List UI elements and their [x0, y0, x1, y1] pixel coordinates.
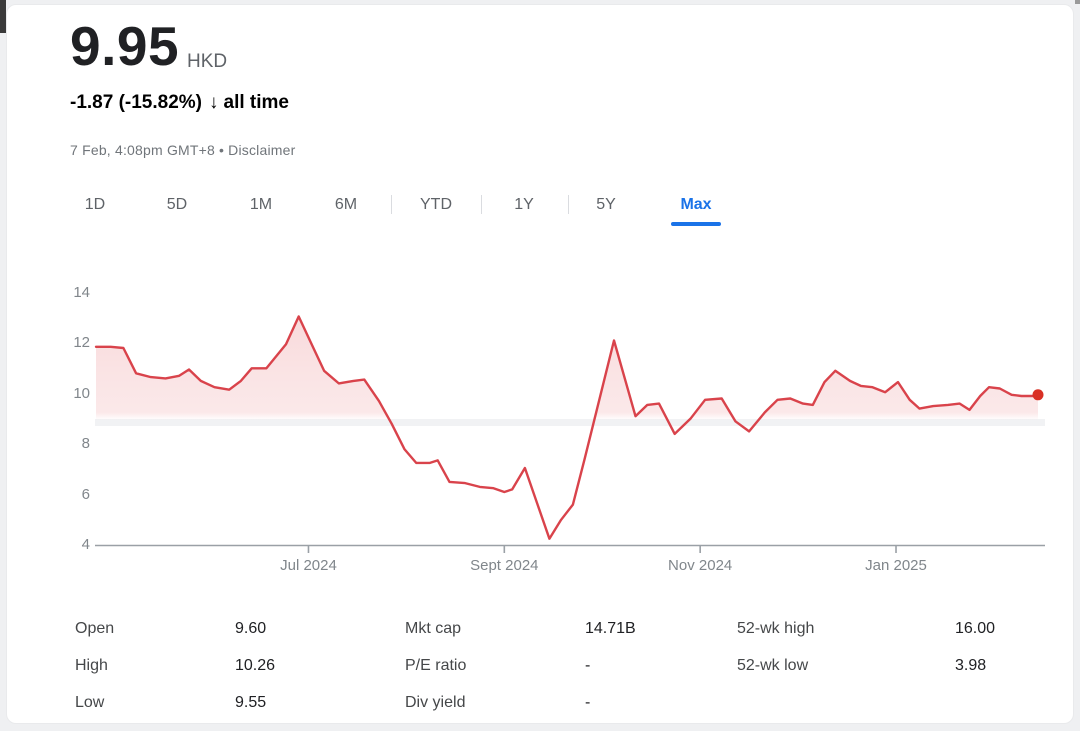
stat-value: 9.55	[235, 694, 267, 711]
finance-widget-card	[6, 4, 1074, 724]
stat-label: High	[75, 657, 108, 674]
tab-5d[interactable]: 5D	[166, 196, 188, 213]
arrow-down-icon: ↓	[209, 92, 219, 113]
stats-column-middle: Mkt cap 14.71B P/E ratio - Div yield -	[405, 610, 725, 721]
stat-value: -	[585, 694, 591, 711]
stat-label: 52-wk high	[737, 620, 815, 637]
screen-edge-artifact	[0, 0, 6, 33]
stat-label: 52-wk low	[737, 657, 809, 674]
stat-value: 14.71B	[585, 620, 636, 637]
quote-timestamp: 7 Feb, 4:08pm GMT+8	[70, 142, 216, 158]
stat-open: Open 9.60	[75, 610, 385, 647]
chart-endpoint-dot	[1032, 389, 1044, 401]
screen-edge-artifact	[1075, 0, 1080, 4]
stat-low: Low 9.55	[75, 684, 385, 721]
y-axis-label: 4	[81, 536, 90, 553]
stat-div-yield: Div yield -	[405, 684, 725, 721]
tab-1m[interactable]: 1M	[249, 196, 273, 213]
stat-label: P/E ratio	[405, 657, 467, 674]
current-price: 9.95	[70, 15, 180, 77]
chart-line	[94, 315, 1040, 540]
tab-separator	[391, 195, 392, 214]
tab-separator	[568, 195, 569, 214]
tab-1y[interactable]: 1Y	[514, 196, 534, 213]
tab-separator	[481, 195, 482, 214]
x-axis-label: Jul 2024	[280, 557, 337, 574]
stat-52wk-high: 52-wk high 16.00	[737, 610, 1057, 647]
active-tab-underline	[671, 222, 721, 226]
stat-pe-ratio: P/E ratio -	[405, 647, 725, 684]
stat-label: Open	[75, 620, 115, 637]
price-chart[interactable]	[0, 270, 1080, 590]
tab-ytd[interactable]: YTD	[420, 196, 452, 213]
dot-separator: •	[219, 142, 225, 158]
stat-high: High 10.26	[75, 647, 385, 684]
y-axis-label: 10	[73, 384, 90, 402]
stat-value: 16.00	[955, 620, 996, 637]
quote-timestamp-row: 7 Feb, 4:08pm GMT+8 • Disclaimer	[70, 142, 295, 158]
x-axis-tick-marks	[307, 545, 897, 553]
stat-value: 9.60	[235, 620, 267, 637]
tab-1d[interactable]: 1D	[84, 196, 106, 213]
tab-max-active[interactable]: Max	[680, 196, 712, 213]
chart-gray-band	[95, 419, 1045, 426]
stats-column-right: 52-wk high 16.00 52-wk low 3.98	[737, 610, 1057, 684]
chart-area-fill	[96, 316, 1038, 545]
stat-52wk-low: 52-wk low 3.98	[737, 647, 1057, 684]
y-axis-label: 8	[81, 435, 90, 452]
y-axis-label: 6	[81, 485, 90, 503]
stat-mkt-cap: Mkt cap 14.71B	[405, 610, 725, 647]
stat-label: Low	[75, 694, 105, 711]
stat-value: 10.26	[235, 657, 276, 674]
tab-5y[interactable]: 5Y	[596, 196, 616, 213]
currency-code: HKD	[187, 51, 228, 72]
tab-6m[interactable]: 6M	[334, 196, 358, 213]
price-change-period: all time	[223, 92, 289, 113]
y-axis-label: 12	[73, 334, 90, 351]
y-axis-label: 14	[73, 283, 90, 301]
x-axis-label: Sept 2024	[470, 557, 539, 574]
stats-column-left: Open 9.60 High 10.26 Low 9.55	[75, 610, 385, 721]
stat-label: Mkt cap	[405, 620, 462, 637]
disclaimer-link[interactable]: Disclaimer	[228, 142, 296, 158]
price-change-value: -1.87 (-15.82%)	[70, 92, 203, 113]
x-axis-label: Nov 2024	[668, 557, 733, 574]
price-change-row: -1.87 (-15.82%) ↓ all time	[70, 92, 289, 114]
stat-value: 3.98	[955, 657, 987, 674]
stat-label: Div yield	[405, 694, 466, 711]
x-axis-label: Jan 2025	[865, 557, 927, 574]
stat-value: -	[585, 657, 591, 674]
